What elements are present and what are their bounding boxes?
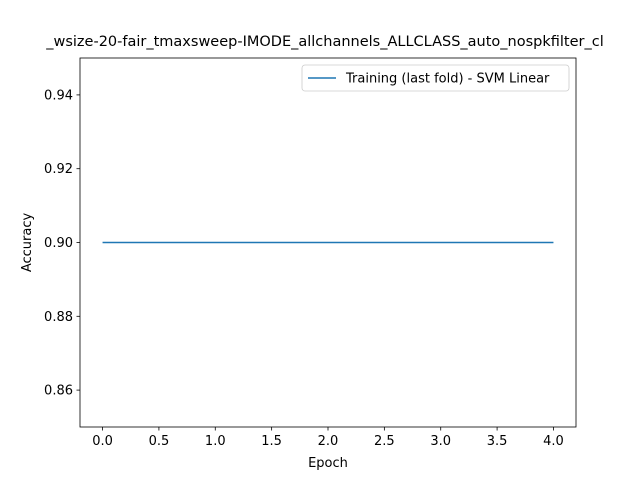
legend-box (301, 64, 570, 92)
legend-entry-label: Training (last fold) - SVM Linear (345, 72, 550, 87)
y-tick-label: 0.90 (44, 236, 73, 251)
chart-title: _wsize-20-fair_tmaxsweep-IMODE_allchanne… (0, 34, 640, 54)
y-tick-label: 0.88 (44, 310, 73, 325)
y-tick-label: 0.86 (44, 384, 73, 399)
axes-layer: 0.0 0.5 1.0 1.5 2.0 2.5 3.0 3.5 4.0 0.86 0.88 0.90 0… (20, 57, 577, 471)
x-tick-label: 1.5 (261, 434, 282, 449)
y-tick-label: 0.92 (44, 162, 73, 177)
x-tick-label: 2.0 (318, 434, 339, 449)
x-tick-label: 3.0 (430, 434, 451, 449)
y-tick-label: 0.94 (44, 88, 73, 103)
x-tick-label: 0.5 (149, 434, 170, 449)
x-tick-label: 4.0 (543, 434, 564, 449)
x-tick-label: 3.5 (487, 434, 508, 449)
x-tick-label: 2.5 (374, 434, 395, 449)
x-tick-label: 0.0 (92, 434, 113, 449)
legend: Training (last fold) - SVM Linear (301, 64, 570, 92)
chart-title-text: _wsize-20-fair_tmaxsweep-IMODE_allchanne… (46, 34, 604, 50)
x-tick-label: 1.0 (205, 434, 226, 449)
y-axis-label: Accuracy (20, 213, 35, 273)
x-axis-label: Epoch (308, 456, 348, 471)
